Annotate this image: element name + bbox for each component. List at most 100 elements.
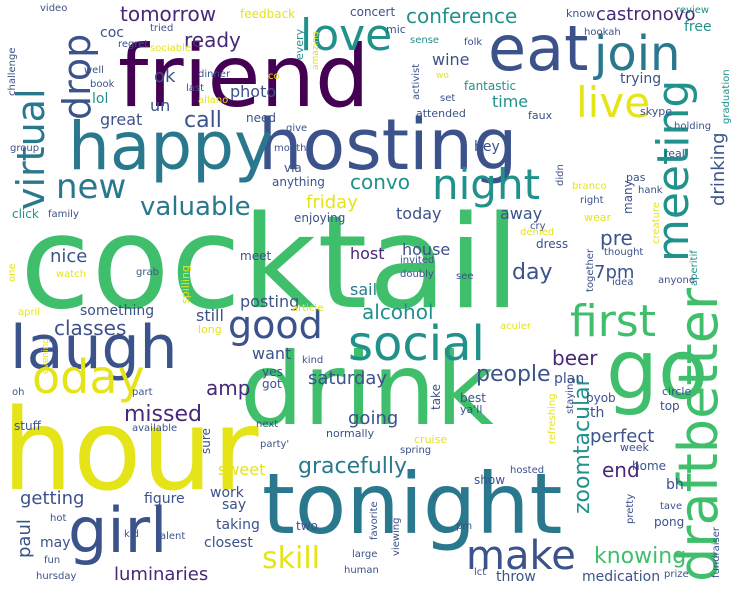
word-sweet: sweet — [218, 460, 266, 479]
word-meet: meet — [240, 249, 272, 263]
word-didn: didn — [555, 164, 566, 186]
word-viewing: viewing — [391, 517, 402, 557]
word-amazing: amazing — [311, 31, 321, 70]
word-free: free — [684, 19, 712, 35]
word-castronovo: castronovo — [596, 4, 696, 25]
word-concert: concert — [350, 5, 396, 19]
word-hank: hank — [638, 185, 663, 196]
word-branco: branco — [572, 181, 607, 192]
word-yes: yes — [262, 365, 283, 379]
word-anyone: anyone — [658, 275, 695, 286]
word-see: see — [456, 271, 474, 282]
word-attended: attended — [416, 107, 466, 120]
word-gracefully: gracefully — [298, 454, 408, 479]
word-best: best — [460, 391, 486, 405]
word-pong: pong — [654, 515, 685, 529]
word-bh: bh — [666, 477, 684, 493]
word-join: join — [594, 26, 681, 82]
word-drinking: drinking — [708, 132, 729, 207]
word-fun: fun — [44, 555, 61, 566]
word-perfect: perfect — [590, 426, 655, 447]
word-long: long — [198, 323, 222, 336]
word-throw: throw — [496, 569, 536, 585]
word-getting: getting — [20, 488, 85, 509]
word-skill: skill — [262, 541, 321, 576]
word-one: one — [7, 263, 18, 282]
word-article: article — [292, 303, 324, 314]
word-stuff: stuff — [14, 419, 41, 433]
word-hey: hey — [474, 139, 500, 155]
word-thought: thought — [604, 247, 644, 258]
word-set: set — [440, 93, 456, 104]
word-circle: circle — [662, 385, 692, 398]
word-spilling: spilling — [179, 265, 192, 304]
word-un: un — [150, 96, 171, 115]
word-cry: cry — [530, 221, 546, 232]
word-social: social — [348, 316, 485, 372]
word-valuable: valuable — [140, 192, 251, 222]
word-people: people — [476, 362, 551, 387]
word-review: review — [676, 5, 710, 16]
word-tonight: tonight — [262, 455, 563, 553]
word-classes: classes — [54, 316, 127, 340]
word-live: live — [576, 78, 651, 127]
word-party: party' — [260, 439, 290, 450]
word-evening: evening — [41, 337, 51, 374]
word-coc: coc — [100, 25, 124, 41]
word-feedback: feedback — [240, 7, 296, 21]
word-prize: prize — [664, 569, 689, 580]
word-invited: invited — [400, 255, 435, 266]
word-folk: folk — [464, 37, 483, 48]
word-going: going — [348, 408, 399, 429]
word-plan: plan — [554, 371, 585, 387]
word-nice: nice — [50, 246, 88, 267]
word-oh: oh — [12, 387, 25, 398]
word-enjoying: enjoying — [294, 211, 346, 225]
word-watch: watch — [56, 269, 87, 280]
word-want: want — [252, 344, 292, 363]
word-love: love — [300, 10, 393, 61]
word-spring: spring — [400, 445, 432, 456]
word-april: april — [18, 307, 41, 318]
word-right: right — [580, 195, 604, 206]
word-trying: trying — [620, 71, 662, 87]
word-call: call — [184, 108, 222, 133]
word-paul: paul — [14, 519, 35, 558]
word-oday: oday — [32, 350, 145, 404]
word-alent: alent — [160, 531, 186, 542]
word-day: day — [512, 260, 553, 285]
word-sense: sense — [410, 35, 440, 46]
word-hour: hour — [2, 386, 259, 516]
word-part: part — [132, 387, 153, 398]
word-fantastic: fantastic — [464, 79, 517, 93]
word-posting: posting — [240, 292, 300, 311]
word-mic: mic — [386, 23, 406, 36]
word-sociable: sociable — [150, 43, 192, 54]
word-beer: beer — [552, 346, 598, 370]
word-7pm: 7pm — [594, 262, 635, 283]
word-time: time — [492, 92, 529, 111]
word-family: family — [48, 209, 79, 220]
word-end: end — [602, 458, 640, 482]
word-happy: happy — [68, 108, 274, 185]
word-ready: ready — [184, 28, 241, 52]
word-via: via — [284, 161, 302, 175]
word-know: know — [566, 7, 596, 20]
word-faux: faux — [528, 109, 553, 122]
word-graduation: graduation — [721, 69, 732, 124]
word-photo: photo — [230, 82, 277, 101]
word-drop: drop — [55, 33, 99, 120]
word-laugh: laugh — [10, 313, 178, 383]
word-go: go — [606, 323, 709, 418]
word-tave: tave — [660, 501, 683, 512]
word-ok: ok — [154, 66, 176, 87]
word-ll: ll — [432, 493, 438, 504]
word-friday: friday — [306, 192, 358, 213]
word-refreshing: refreshing — [547, 393, 558, 444]
word-activist: activist — [411, 63, 422, 100]
word-hosted: hosted — [510, 465, 545, 476]
word-first: first — [570, 296, 656, 347]
word-large: large — [352, 549, 378, 560]
word-regret: regret — [118, 39, 149, 50]
word-dinner: dinner — [198, 69, 231, 80]
